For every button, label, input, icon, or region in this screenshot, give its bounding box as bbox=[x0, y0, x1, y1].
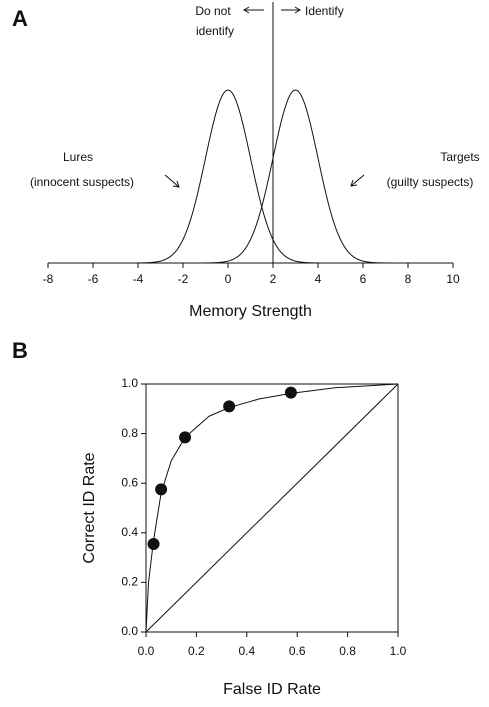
y-tick-label: 0.2 bbox=[121, 575, 138, 589]
density-curve bbox=[93, 89, 363, 264]
x-tick-label: -8 bbox=[43, 272, 54, 286]
data-point bbox=[179, 431, 192, 444]
annotation: Targets bbox=[440, 150, 479, 164]
x-tick-label: -4 bbox=[133, 272, 144, 286]
data-point bbox=[284, 386, 297, 399]
x-tick-label: -6 bbox=[88, 272, 99, 286]
plot-frame bbox=[145, 383, 399, 633]
x-tick-label: 0 bbox=[225, 272, 232, 286]
panel-label: B bbox=[12, 338, 28, 363]
x-tick-label: 0.8 bbox=[339, 644, 356, 658]
x-tick-label: 8 bbox=[405, 272, 412, 286]
x-tick-label: -2 bbox=[178, 272, 189, 286]
y-tick-label: 0.4 bbox=[121, 525, 138, 539]
annotation: Identify bbox=[305, 4, 344, 18]
annotation: (guilty suspects) bbox=[387, 175, 474, 189]
x-tick-label: 0.6 bbox=[289, 644, 306, 658]
annotation: Do not bbox=[195, 4, 231, 18]
x-tick-label: 0.4 bbox=[238, 644, 255, 658]
panel-label: A bbox=[12, 6, 28, 31]
density-curve bbox=[160, 89, 431, 264]
x-tick-label: 6 bbox=[360, 272, 367, 286]
x-tick-label: 2 bbox=[270, 272, 277, 286]
x-axis-label: Memory Strength bbox=[189, 303, 312, 320]
data-point bbox=[155, 483, 168, 496]
data-point bbox=[147, 537, 160, 550]
y-tick-label: 1.0 bbox=[121, 376, 138, 390]
arrows bbox=[164, 6, 365, 188]
y-axis-label: Correct ID Rate bbox=[81, 452, 98, 563]
y-tick-label: 0.0 bbox=[121, 624, 138, 638]
annotation: (innocent suspects) bbox=[30, 175, 134, 189]
x-tick-label: 4 bbox=[315, 272, 322, 286]
x-tick-label: 10 bbox=[446, 272, 460, 286]
x-tick-label: 0.0 bbox=[138, 644, 155, 658]
x-tick-label: 1.0 bbox=[390, 644, 407, 658]
annotation: identify bbox=[196, 24, 234, 38]
y-tick-label: 0.6 bbox=[121, 475, 138, 489]
annotation: Lures bbox=[63, 150, 93, 164]
x-tick-label: 0.2 bbox=[188, 644, 205, 658]
data-point bbox=[223, 400, 236, 413]
x-axis-label: False ID Rate bbox=[223, 681, 321, 698]
chance-line bbox=[145, 383, 399, 633]
y-tick-label: 0.8 bbox=[121, 426, 138, 440]
